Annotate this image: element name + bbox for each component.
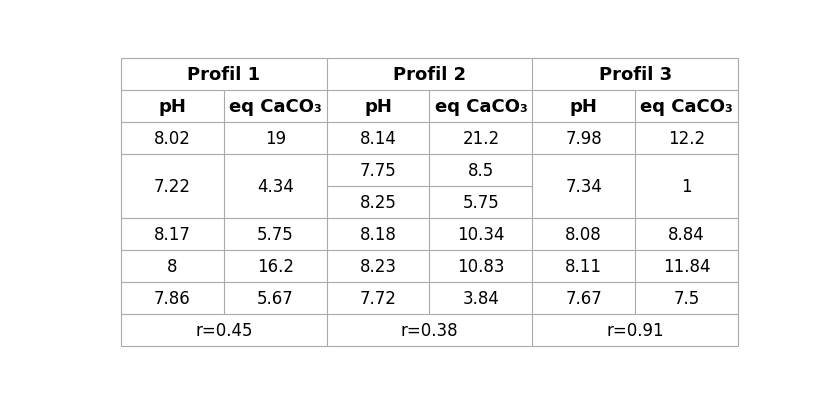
Text: 5.75: 5.75 <box>257 225 293 243</box>
Text: 8.14: 8.14 <box>360 130 396 148</box>
Text: pH: pH <box>365 98 392 116</box>
Text: 7.72: 7.72 <box>360 289 396 307</box>
Text: 10.83: 10.83 <box>458 257 504 275</box>
Text: pH: pH <box>570 98 597 116</box>
Text: 8.5: 8.5 <box>468 162 494 180</box>
Text: 4.34: 4.34 <box>256 178 293 196</box>
Text: 8.25: 8.25 <box>360 194 396 211</box>
Text: 7.22: 7.22 <box>154 178 191 196</box>
Text: 1: 1 <box>681 178 692 196</box>
Text: 8.08: 8.08 <box>566 225 602 243</box>
Text: Profil 2: Profil 2 <box>393 66 466 84</box>
Text: 16.2: 16.2 <box>256 257 294 275</box>
Text: Profil 1: Profil 1 <box>187 66 261 84</box>
Text: 7.5: 7.5 <box>674 289 700 307</box>
Text: r=0.45: r=0.45 <box>195 321 252 339</box>
Text: 8.84: 8.84 <box>668 225 705 243</box>
Text: 11.84: 11.84 <box>663 257 711 275</box>
Text: 5.75: 5.75 <box>463 194 499 211</box>
Text: 8: 8 <box>167 257 178 275</box>
Text: 12.2: 12.2 <box>668 130 705 148</box>
Text: eq CaCO₃: eq CaCO₃ <box>435 98 527 116</box>
Text: 21.2: 21.2 <box>463 130 499 148</box>
Text: eq CaCO₃: eq CaCO₃ <box>229 98 322 116</box>
Text: 8.11: 8.11 <box>565 257 603 275</box>
Text: 10.34: 10.34 <box>458 225 504 243</box>
Text: 8.23: 8.23 <box>360 257 396 275</box>
Text: Profil 3: Profil 3 <box>598 66 672 84</box>
Text: eq CaCO₃: eq CaCO₃ <box>640 98 733 116</box>
Text: r=0.38: r=0.38 <box>401 321 458 339</box>
Text: 8.02: 8.02 <box>154 130 191 148</box>
Text: r=0.91: r=0.91 <box>607 321 664 339</box>
Text: 5.67: 5.67 <box>257 289 293 307</box>
Text: 19: 19 <box>265 130 286 148</box>
Text: 7.86: 7.86 <box>154 289 191 307</box>
Text: 7.34: 7.34 <box>566 178 603 196</box>
Text: 7.67: 7.67 <box>566 289 602 307</box>
Text: 8.17: 8.17 <box>154 225 191 243</box>
Text: 8.18: 8.18 <box>360 225 396 243</box>
Text: 7.75: 7.75 <box>360 162 396 180</box>
Text: 3.84: 3.84 <box>463 289 499 307</box>
Text: pH: pH <box>158 98 186 116</box>
Text: 7.98: 7.98 <box>566 130 602 148</box>
